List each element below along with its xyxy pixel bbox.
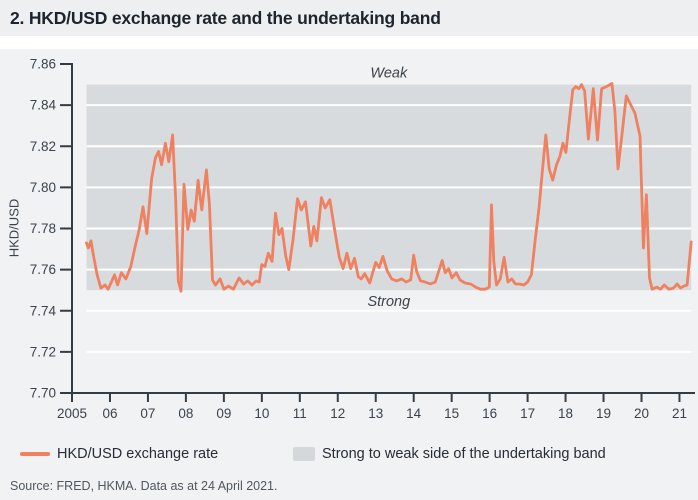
y-tick-label: 7.78 [30, 221, 56, 236]
y-tick-label: 7.84 [30, 98, 57, 113]
x-tick-label: 07 [140, 406, 155, 421]
line-swatch-icon [20, 452, 50, 456]
separator-strip [0, 36, 698, 49]
x-tick-label: 2005 [57, 406, 87, 421]
exchange-rate-line [85, 82, 693, 293]
title-bar: 2. HKD/USD exchange rate and the underta… [0, 0, 698, 36]
source-note: Source: FRED, HKMA. Data as at 24 April … [10, 479, 278, 493]
y-tick-label: 7.82 [30, 139, 56, 154]
x-tick-label: 06 [102, 406, 117, 421]
legend-label-band: Strong to weak side of the undertaking b… [322, 446, 606, 462]
x-tick-label: 15 [444, 406, 459, 421]
band-weak-label: Weak [370, 66, 408, 82]
y-tick-label: 7.86 [30, 57, 56, 72]
x-tick-label: 09 [216, 406, 231, 421]
x-tick-label: 16 [482, 406, 497, 421]
legend-item-band: Strong to weak side of the undertaking b… [293, 444, 606, 464]
legend-item-exchange-rate: HKD/USD exchange rate [20, 444, 218, 464]
exchange-rate-chart: 7.70 7.72 7.74 7.76 7.78 7.80 7.82 7.84 7.86 2005… [30, 57, 695, 421]
legend-label-exchange-rate: HKD/USD exchange rate [57, 446, 219, 462]
y-axis-title: HKD/USD [6, 198, 22, 258]
band-strong-label: Strong [367, 294, 410, 310]
y-tick-label: 7.72 [30, 344, 56, 359]
y-tick-label: 7.80 [30, 180, 56, 195]
x-tick-label: 20 [634, 406, 649, 421]
x-tick-label: 12 [330, 406, 345, 421]
y-tick-label: 7.70 [30, 386, 56, 401]
y-tick-label: 7.76 [30, 262, 56, 277]
x-tick-label: 14 [406, 406, 422, 421]
x-tick-label: 11 [293, 406, 307, 421]
figure-title: 2. HKD/USD exchange rate and the underta… [10, 8, 441, 28]
band-swatch-icon [293, 447, 315, 461]
x-tick-label: 18 [558, 406, 573, 421]
x-tick-label: 08 [178, 406, 193, 421]
x-tick-label: 21 [672, 406, 687, 421]
y-tick-label: 7.74 [30, 303, 57, 318]
x-tick-label: 10 [254, 406, 269, 421]
x-tick-label: 17 [520, 406, 535, 421]
x-tick-label: 19 [596, 406, 611, 421]
legend: HKD/USD exchange rate Strong to weak sid… [0, 444, 698, 464]
x-tick-label: 13 [368, 406, 383, 421]
